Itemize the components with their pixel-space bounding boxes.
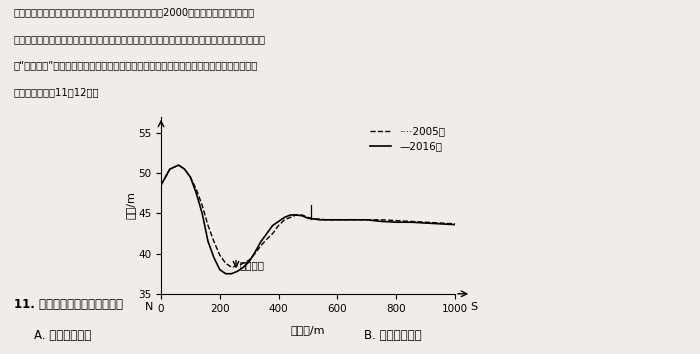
2016年 <box>257 239 265 244</box>
2005年 <box>198 203 206 207</box>
2016年 <box>316 218 324 222</box>
2005年 <box>245 258 253 262</box>
2005年 <box>286 215 295 219</box>
Text: 但“地上悬河”这一不利形态依然存在。下图为小浪底下游黄河干流某处横剖面的高程变化示: 但“地上悬河”这一不利形态依然存在。下图为小浪底下游黄河干流某处横剖面的高程变化… <box>14 61 258 70</box>
2016年 <box>351 218 359 222</box>
2016年 <box>421 221 430 225</box>
2016年 <box>274 219 283 223</box>
2016年 <box>436 222 445 226</box>
2016年 <box>321 218 330 222</box>
2005年 <box>351 218 359 222</box>
Y-axis label: 高程/m: 高程/m <box>125 192 135 219</box>
2005年 <box>239 261 248 266</box>
2005年 <box>251 251 259 256</box>
Line: 2016年: 2016年 <box>161 165 455 274</box>
Text: 意图。据此完成11～12题。: 意图。据此完成11～12题。 <box>14 87 99 97</box>
2016年 <box>251 250 259 254</box>
2005年 <box>309 217 318 221</box>
Text: A. 地处弯道顶端: A. 地处弯道顶端 <box>34 329 92 342</box>
2005年 <box>181 167 189 171</box>
2016年 <box>345 218 354 222</box>
2005年 <box>377 218 386 222</box>
2016年 <box>186 175 195 179</box>
2016年 <box>221 272 230 276</box>
2016年 <box>233 269 242 273</box>
2016年 <box>328 218 336 222</box>
2016年 <box>210 256 218 260</box>
2005年 <box>298 213 307 217</box>
2005年 <box>262 237 271 241</box>
2005年 <box>392 218 400 223</box>
X-axis label: 起点距/m: 起点距/m <box>290 325 326 335</box>
2016年 <box>377 219 386 223</box>
2016年 <box>298 214 307 218</box>
2016年 <box>339 218 347 222</box>
2005年 <box>210 239 218 244</box>
2016年 <box>157 183 165 187</box>
2005年 <box>228 265 236 269</box>
2016年 <box>204 239 212 244</box>
Text: B. 两岐岩性坚硬: B. 两岐岩性坚硬 <box>364 329 421 342</box>
2016年 <box>174 163 183 167</box>
2005年 <box>345 218 354 222</box>
Text: S: S <box>470 302 477 312</box>
2005年 <box>363 218 371 222</box>
2016年 <box>181 167 189 171</box>
2016年 <box>304 216 312 220</box>
2005年 <box>274 223 283 228</box>
2005年 <box>436 221 445 225</box>
Line: 2005年: 2005年 <box>161 165 455 267</box>
2016年 <box>262 232 271 236</box>
2016年 <box>407 220 415 224</box>
2016年 <box>269 223 277 228</box>
2005年 <box>316 217 324 221</box>
Legend: ····2005年, —2016年: ····2005年, —2016年 <box>366 122 450 155</box>
2005年 <box>328 218 336 222</box>
2005年 <box>421 220 430 224</box>
2005年 <box>321 218 330 222</box>
2016年 <box>239 265 248 269</box>
Text: 11. 图示剖面所在河段最有可能: 11. 图示剖面所在河段最有可能 <box>14 298 123 312</box>
2016年 <box>333 218 342 222</box>
2005年 <box>174 163 183 167</box>
2005年 <box>166 167 174 171</box>
2005年 <box>451 222 459 226</box>
2016年 <box>309 217 318 221</box>
2005年 <box>257 244 265 248</box>
2005年 <box>357 218 365 222</box>
2005年 <box>407 219 415 223</box>
Text: 垂向冲深: 垂向冲深 <box>239 260 265 270</box>
2016年 <box>451 223 459 227</box>
2016年 <box>216 268 224 272</box>
2005年 <box>216 253 224 257</box>
2005年 <box>204 223 212 228</box>
2005年 <box>269 232 277 236</box>
2016年 <box>280 215 288 219</box>
2016年 <box>198 211 206 216</box>
2016年 <box>363 218 371 222</box>
2016年 <box>286 213 295 217</box>
2016年 <box>292 213 300 217</box>
2005年 <box>221 261 230 266</box>
2016年 <box>228 272 236 276</box>
2005年 <box>339 218 347 222</box>
Text: 黄河小浪底水库位于黄河中游最后一段峡谷的出口处。自2000年小浪底水库投入运营以: 黄河小浪底水库位于黄河中游最后一段峡谷的出口处。自2000年小浪底水库投入运营以 <box>14 7 255 17</box>
2016年 <box>392 220 400 224</box>
2005年 <box>304 215 312 219</box>
2005年 <box>280 218 288 222</box>
2016年 <box>245 259 253 264</box>
2005年 <box>157 183 165 187</box>
2016年 <box>357 218 365 222</box>
Text: N: N <box>145 302 153 312</box>
2005年 <box>333 218 342 222</box>
2005年 <box>233 263 242 268</box>
Text: 来，长期保持低含沙水量不泄沙调黄河河槽，使下切速率在逐渐遗制，大部分河无精继续加深，: 来，长期保持低含沙水量不泄沙调黄河河槽，使下切速率在逐渐遗制，大部分河无精继续加… <box>14 34 266 44</box>
2016年 <box>166 167 174 171</box>
2005年 <box>292 213 300 217</box>
2016年 <box>192 191 200 195</box>
2005年 <box>192 187 200 192</box>
2005年 <box>186 175 195 179</box>
